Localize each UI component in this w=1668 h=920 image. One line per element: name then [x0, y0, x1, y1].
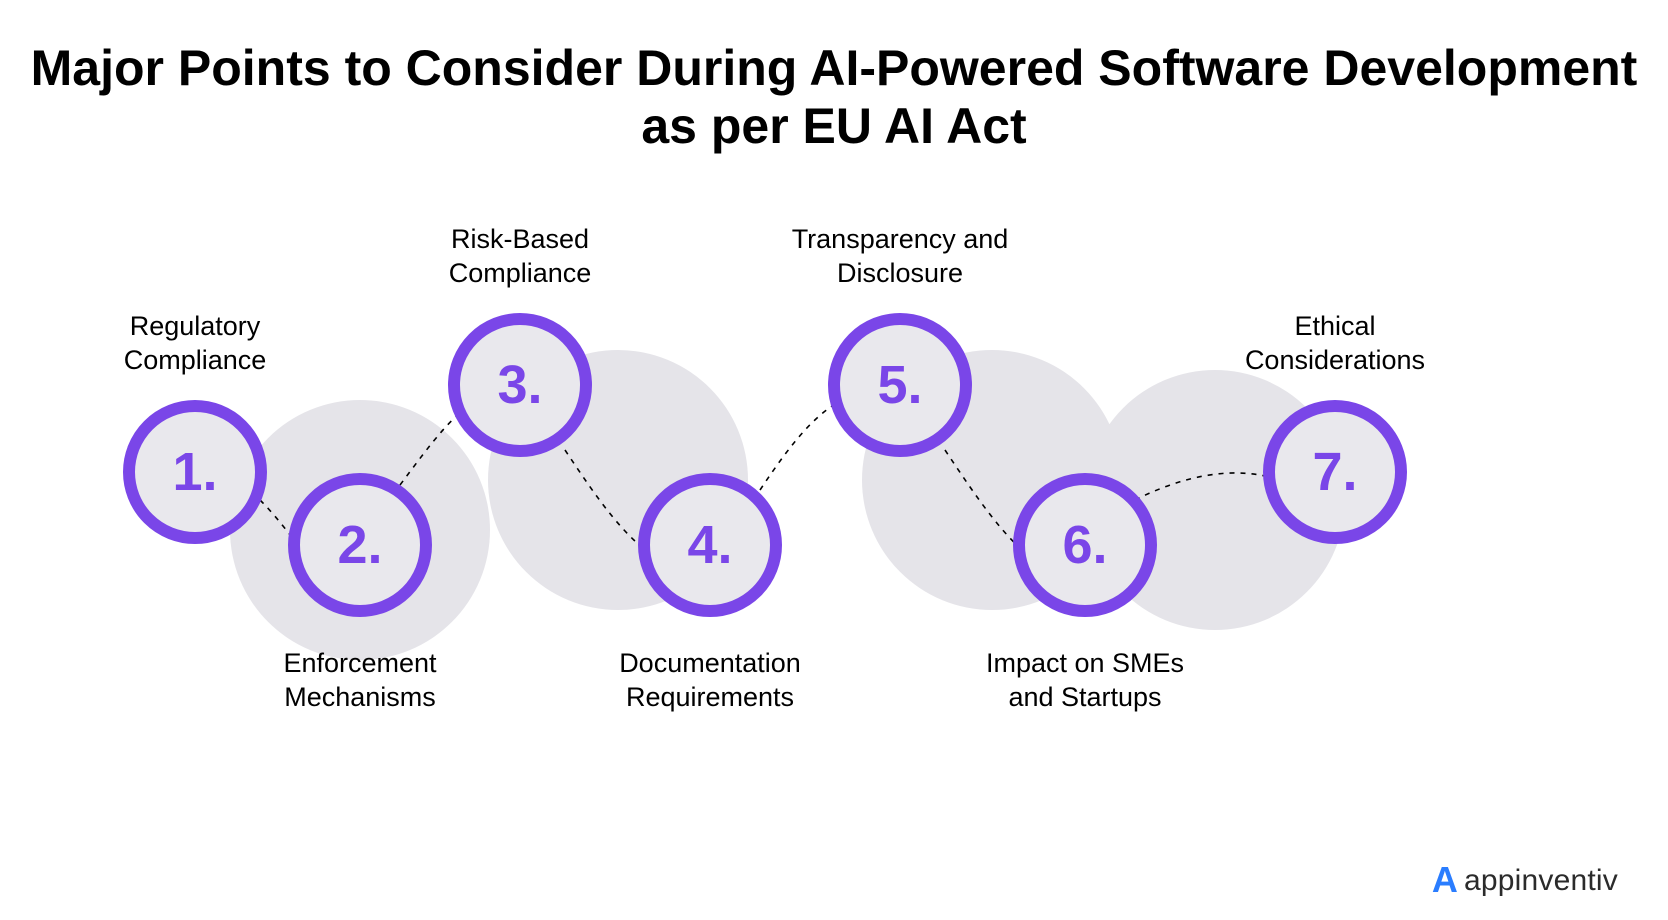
- step-number: 1.: [172, 441, 217, 503]
- brand-logo-icon: A: [1432, 859, 1458, 901]
- step-number: 5.: [877, 354, 922, 416]
- step-circle-2: 2.: [288, 473, 432, 617]
- step-circle-3: 3.: [448, 313, 592, 457]
- brand-logo-text: appinventiv: [1464, 864, 1618, 898]
- step-label-4: DocumentationRequirements: [580, 647, 840, 715]
- step-number: 6.: [1062, 514, 1107, 576]
- step-label-1: RegulatoryCompliance: [65, 310, 325, 378]
- step-number: 7.: [1312, 441, 1357, 503]
- step-label-3: Risk-BasedCompliance: [390, 223, 650, 291]
- step-circle-6: 6.: [1013, 473, 1157, 617]
- step-circle-7: 7.: [1263, 400, 1407, 544]
- step-number: 2.: [337, 514, 382, 576]
- step-label-6: Impact on SMEsand Startups: [955, 647, 1215, 715]
- connector-path: [1135, 473, 1280, 500]
- step-label-7: EthicalConsiderations: [1205, 310, 1465, 378]
- step-number: 3.: [497, 354, 542, 416]
- step-circle-4: 4.: [638, 473, 782, 617]
- step-number: 4.: [687, 514, 732, 576]
- brand-logo: Aappinventiv: [1432, 860, 1618, 902]
- step-circle-1: 1.: [123, 400, 267, 544]
- step-label-2: EnforcementMechanisms: [230, 647, 490, 715]
- step-label-5: Transparency andDisclosure: [770, 223, 1030, 291]
- step-circle-5: 5.: [828, 313, 972, 457]
